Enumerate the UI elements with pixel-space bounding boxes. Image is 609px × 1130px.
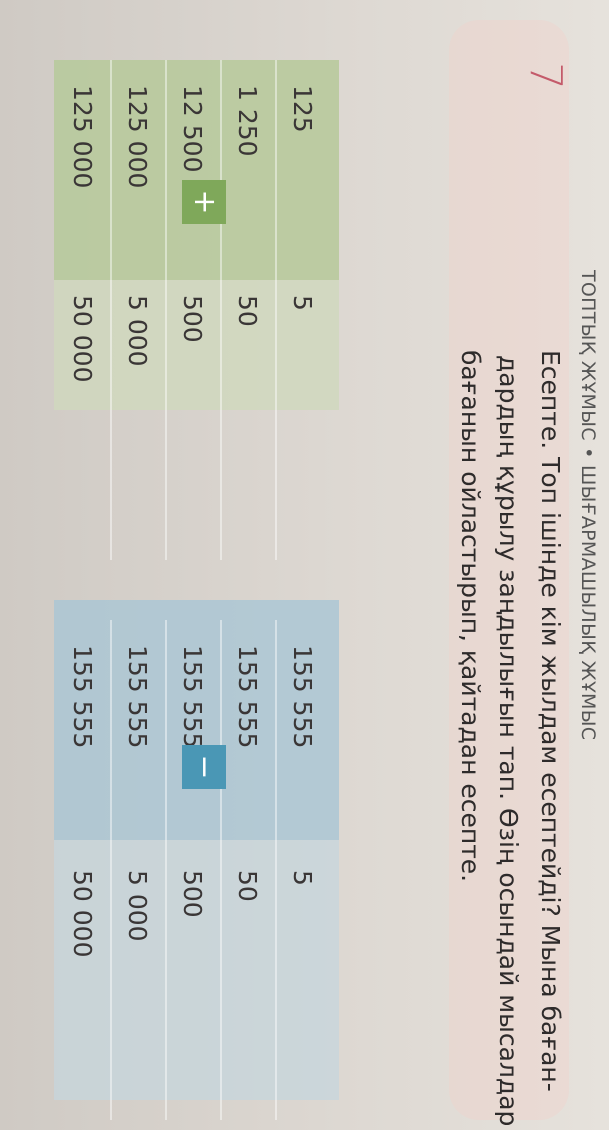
minuend-cell: 155 555 (288, 645, 317, 749)
addend-cell: 500 (178, 870, 207, 918)
minuend-cell: 125 000 (123, 85, 152, 189)
minuend-cell: 155 555 (123, 645, 152, 749)
row-divider (220, 60, 222, 560)
task-number: 7 (520, 62, 571, 90)
row-divider (275, 60, 277, 560)
minuend-cell: 12 500 (178, 85, 207, 173)
addend-cell: 5 (288, 870, 317, 886)
minuend-cell: 125 000 (68, 85, 97, 189)
row-divider (165, 60, 167, 560)
task-text-line: дардың құрылу заңдылығын тап. Өзің осынд… (494, 355, 523, 1127)
row-divider (220, 620, 222, 1120)
task-text-line: бағанын ойластырып, қайтадан есепте. (456, 350, 485, 883)
minuend-cell: 155 555 (233, 645, 262, 749)
addend-cell: 500 (178, 295, 207, 343)
minuend-cell: 155 555 (68, 645, 97, 749)
addend-cell: 50 000 (68, 870, 97, 958)
addend-cell: 50 (233, 295, 262, 327)
minuend-cell: 125 (288, 85, 317, 133)
row-divider (110, 60, 112, 560)
plus-icon: + (182, 180, 226, 224)
addend-cell: 50 000 (68, 295, 97, 383)
minuend-cell: 155 555 (178, 645, 207, 749)
section-header: ТОПТЫҚ ЖҰМЫС • ШЫҒАРМАШЫЛЫҚ ЖҰМЫС (577, 270, 599, 741)
addend-cell: 5 (288, 295, 317, 311)
addend-cell: 50 (233, 870, 262, 902)
addend-cell: 5 000 (123, 295, 152, 367)
minuend-cell: 1 250 (233, 85, 262, 157)
row-divider (275, 620, 277, 1120)
row-divider (110, 620, 112, 1120)
addend-cell: 5 000 (123, 870, 152, 942)
minus-icon: − (182, 745, 226, 789)
row-divider (165, 620, 167, 1120)
task-text-line: Есепте. Топ ішінде кім жылдам есептейді?… (536, 350, 565, 1092)
